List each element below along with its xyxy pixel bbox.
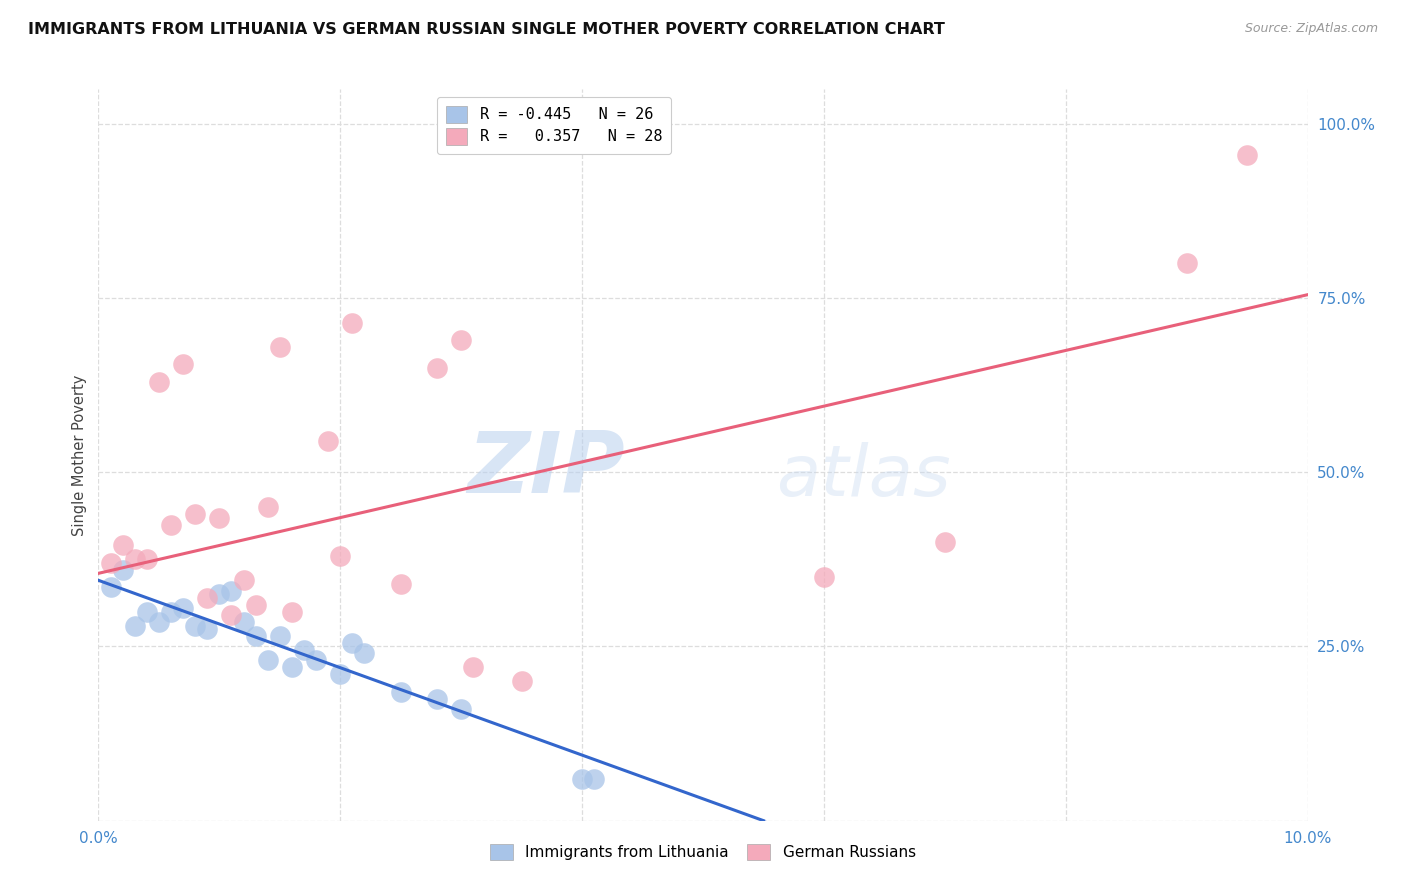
- Point: [934, 535, 956, 549]
- Point: [342, 316, 364, 330]
- Point: [148, 375, 170, 389]
- Point: [111, 539, 134, 553]
- Point: [329, 667, 352, 681]
- Point: [195, 622, 218, 636]
- Point: [269, 340, 291, 354]
- Point: [172, 601, 194, 615]
- Point: [232, 615, 254, 629]
- Point: [172, 357, 194, 371]
- Point: [160, 517, 183, 532]
- Point: [124, 618, 146, 632]
- Point: [184, 507, 207, 521]
- Point: [329, 549, 352, 563]
- Point: [148, 615, 170, 629]
- Point: [245, 629, 267, 643]
- Point: [100, 556, 122, 570]
- Point: [269, 629, 291, 643]
- Point: [135, 605, 157, 619]
- Point: [232, 574, 254, 588]
- Point: [245, 598, 267, 612]
- Point: [281, 660, 304, 674]
- Legend: Immigrants from Lithuania, German Russians: Immigrants from Lithuania, German Russia…: [482, 836, 924, 868]
- Point: [208, 510, 231, 524]
- Point: [583, 772, 606, 786]
- Point: [292, 643, 315, 657]
- Point: [135, 552, 157, 566]
- Point: [281, 605, 304, 619]
- Point: [124, 552, 146, 566]
- Point: [221, 583, 243, 598]
- Point: [510, 674, 533, 689]
- Point: [463, 660, 485, 674]
- Point: [813, 570, 835, 584]
- Point: [221, 608, 243, 623]
- Text: Source: ZipAtlas.com: Source: ZipAtlas.com: [1244, 22, 1378, 36]
- Point: [316, 434, 339, 448]
- Point: [426, 691, 449, 706]
- Point: [571, 772, 593, 786]
- Point: [256, 653, 278, 667]
- Point: [160, 605, 183, 619]
- Point: [342, 636, 364, 650]
- Point: [450, 702, 472, 716]
- Point: [1175, 256, 1198, 270]
- Point: [111, 563, 134, 577]
- Point: [195, 591, 218, 605]
- Point: [353, 647, 375, 661]
- Text: IMMIGRANTS FROM LITHUANIA VS GERMAN RUSSIAN SINGLE MOTHER POVERTY CORRELATION CH: IMMIGRANTS FROM LITHUANIA VS GERMAN RUSS…: [28, 22, 945, 37]
- Point: [100, 580, 122, 594]
- Point: [426, 360, 449, 375]
- Point: [389, 576, 412, 591]
- Y-axis label: Single Mother Poverty: Single Mother Poverty: [72, 375, 87, 535]
- Point: [389, 685, 412, 699]
- Text: ZIP: ZIP: [467, 428, 624, 511]
- Point: [256, 500, 278, 515]
- Point: [184, 618, 207, 632]
- Point: [450, 333, 472, 347]
- Point: [208, 587, 231, 601]
- Point: [1236, 148, 1258, 162]
- Text: atlas: atlas: [776, 442, 950, 511]
- Point: [305, 653, 328, 667]
